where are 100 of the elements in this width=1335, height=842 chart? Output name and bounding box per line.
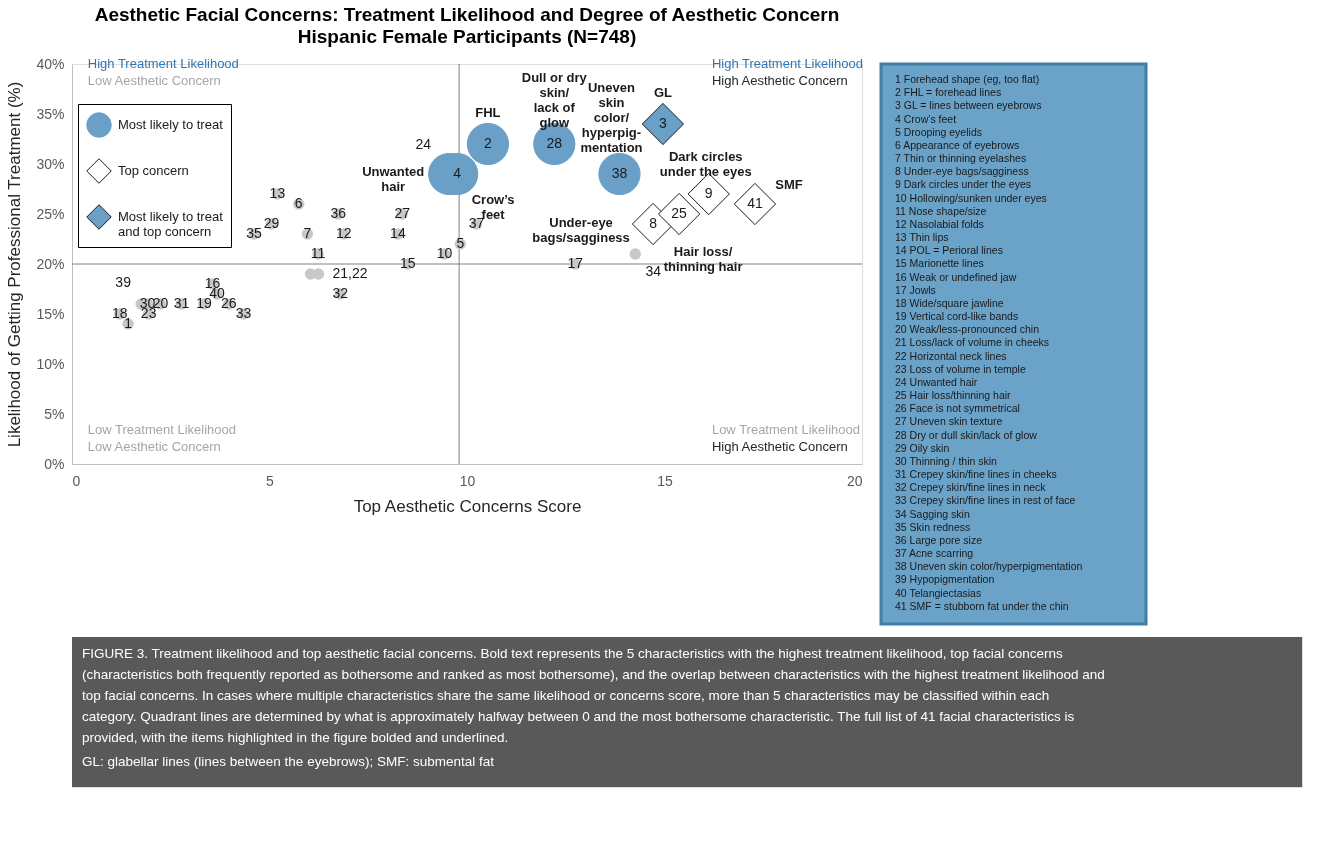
- text: 31 Crepey skin/fine lines in cheeks: [895, 468, 1057, 481]
- text: 28 Dry or dull skin/lack of glow: [895, 428, 1038, 441]
- text: 22 Horizontal neck lines: [895, 349, 1007, 362]
- text: 18 Wide/square jawline: [895, 296, 1004, 309]
- text: 38 Uneven skin color/hyperpigmentation: [895, 560, 1083, 573]
- annotation: 38: [611, 165, 628, 181]
- y-tick-label: 0%: [44, 455, 65, 472]
- annotation: 3: [659, 115, 668, 131]
- y-tick-label: 25%: [36, 205, 65, 222]
- y-tick-label: 10%: [36, 355, 65, 372]
- y-tick-label: 20%: [36, 255, 65, 272]
- y-tick-label: 5%: [44, 405, 65, 422]
- annotation: 8: [649, 215, 658, 231]
- y-tick-label: 40%: [36, 55, 65, 72]
- point: [466, 122, 510, 166]
- annotation: Low Aesthetic Concern: [87, 73, 221, 88]
- annotation: 36: [330, 205, 347, 221]
- annotation: 2: [484, 135, 493, 151]
- annotation: High Aesthetic Concern: [711, 439, 848, 454]
- text: 10 Hollowing/sunken under eyes: [895, 191, 1047, 204]
- text: 12 Nasolabial folds: [895, 217, 984, 230]
- x-tick-label: 10: [459, 472, 476, 489]
- text: 3 GL = lines between eyebrows: [895, 99, 1042, 112]
- x-tick-label: 5: [266, 472, 275, 489]
- annotation: 28: [546, 135, 563, 151]
- text: 24 Unwanted hair: [895, 375, 978, 388]
- legend-label: Most likely to treat: [118, 117, 224, 132]
- point: [658, 192, 701, 236]
- text: 41 SMF = stubborn fat under the chin: [895, 599, 1069, 612]
- text: 6 Appearance of eyebrows: [895, 138, 1020, 151]
- annotation: 24: [415, 136, 432, 152]
- point: [598, 152, 641, 196]
- text: 32 Crepey skin/fine lines in neck: [895, 481, 1047, 494]
- x-tick-label: 15: [657, 472, 673, 489]
- annotation: Dark circles under the eyes: [659, 149, 752, 179]
- text: 16 Weak or undefined jaw: [895, 270, 1017, 283]
- text: 8 Under-eye bags/sagginess: [895, 165, 1029, 178]
- chart-subtitle: Hispanic Female Participants (N=748): [297, 26, 637, 47]
- annotation: High Treatment Likelihood: [87, 56, 239, 71]
- annotation: 25: [671, 205, 688, 221]
- text: 5 Drooping eyelids: [895, 125, 982, 138]
- annotation: 15: [399, 255, 416, 271]
- annotation: 14: [390, 225, 406, 241]
- annotation: 5: [456, 235, 465, 251]
- annotation: 17: [567, 255, 584, 271]
- text: 13 Thin lips: [895, 231, 949, 244]
- text: 35 Skin redness: [895, 520, 971, 533]
- annotation: FHL: [475, 105, 501, 120]
- text: 11 Nose shape/size: [895, 204, 987, 217]
- text: 36 Large pore size: [895, 533, 983, 546]
- text: 30 Thinning / thin skin: [895, 454, 998, 467]
- annotation: 32: [332, 285, 349, 301]
- annotation: 29: [263, 215, 280, 231]
- annotation: 41: [747, 195, 763, 211]
- text: 17 Jowls: [895, 283, 936, 296]
- annotation: 27: [394, 205, 411, 221]
- annotation: 35: [246, 225, 263, 241]
- annotation: 33: [235, 305, 252, 321]
- annotation: High Aesthetic Concern: [711, 73, 848, 88]
- text: 9 Dark circles under the eyes: [895, 178, 1031, 191]
- text: 19 Vertical cord-like bands: [895, 310, 1019, 323]
- text: 39 Hypopigmentation: [895, 573, 995, 586]
- text: 14 POL = Perioral lines: [895, 244, 1003, 257]
- legend-label: Top concern: [118, 163, 189, 178]
- y-tick-label: 15%: [36, 305, 65, 322]
- annotation: SMF: [775, 177, 803, 192]
- annotation: 11: [310, 245, 326, 261]
- annotation: 4: [453, 165, 462, 181]
- text: 27 Uneven skin texture: [895, 415, 1003, 428]
- text: 37 Acne scarring: [895, 547, 974, 560]
- annotation: GL: [653, 85, 672, 100]
- annotation: 19: [196, 295, 212, 311]
- y-tick-label: 30%: [36, 155, 65, 172]
- text: 25 Hair loss/thinning hair: [895, 389, 1012, 402]
- x-tick-label: 20: [846, 472, 863, 489]
- chart-title: Aesthetic Facial Concerns: Treatment Likelihood and Degree of Aesthetic Concern: [94, 4, 840, 25]
- annotation: Low Treatment Likelihood: [711, 422, 861, 437]
- text: 26 Face is not symmetrical: [895, 402, 1020, 415]
- caption: FIGURE 3. Treatment likelihood and top aesthetic facial concerns. Bold text represents the 5 characteristics with the highest treatment likelihood, top facial concerns (characteristics both frequently reported as bothersome and ranked as most bothersome), and the overlap between characteristics with the highest treatment likelihood and top facial concerns. In cases where multiple characteristics share the same likelihood or concerns score, more than 5 characteristics may be classified within each category. Quadrant lines are determined by what is approximately halfway between 0 and the most bothersome characteristic. The full list of 41 facial characteristics is provided, with the items highlighted in the figure bolded and underlined.: [82, 646, 1105, 745]
- legend-label: Most likely to treat and top concern: [118, 209, 224, 239]
- y-tick-label: 35%: [36, 105, 65, 122]
- annotation: 9: [704, 185, 713, 201]
- annotation: 34: [645, 263, 662, 279]
- x-axis-title: Top Aesthetic Concerns Score: [353, 496, 582, 516]
- annotation: Low Aesthetic Concern: [87, 439, 221, 454]
- text: 7 Thin or thinning eyelashes: [895, 152, 1027, 165]
- annotation: 12: [335, 225, 352, 241]
- annotation: Under-eye bags/sagginess: [532, 215, 630, 245]
- annotation: 39: [115, 274, 132, 290]
- annotation: 7: [303, 225, 312, 241]
- annotation: 31: [173, 295, 190, 311]
- point: [733, 182, 777, 226]
- point: [629, 248, 641, 260]
- text: 15 Marionette lines: [895, 257, 984, 270]
- y-axis-title: Likelihood of Getting Professional Treatment (%): [5, 81, 25, 448]
- annotation: Hair loss/ thinning hair: [663, 244, 743, 274]
- text: 21 Loss/lack of volume in cheeks: [895, 336, 1050, 349]
- text: 34 Sagging skin: [895, 507, 970, 520]
- annotation: 6: [294, 195, 303, 211]
- annotation: High Treatment Likelihood: [711, 56, 863, 71]
